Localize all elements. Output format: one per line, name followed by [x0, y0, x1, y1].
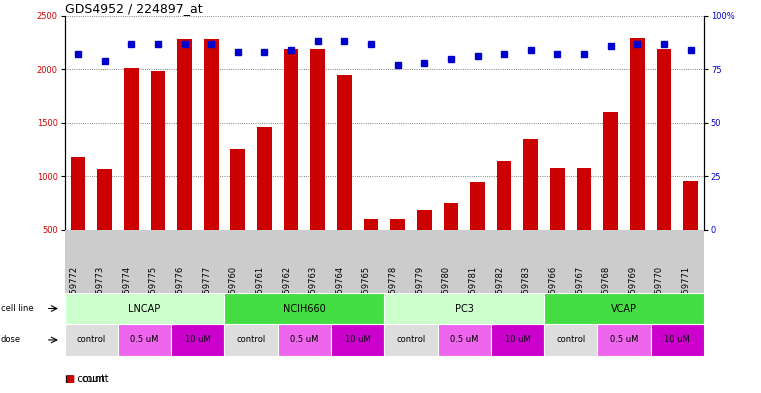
Text: cell line: cell line: [1, 304, 33, 313]
Bar: [278, 324, 331, 356]
Text: 10 uM: 10 uM: [345, 336, 371, 344]
Bar: [524, 139, 538, 230]
Bar: [284, 49, 298, 230]
Text: ■: ■: [65, 374, 74, 384]
Bar: [497, 162, 511, 230]
Bar: [444, 203, 458, 230]
Bar: [224, 293, 384, 324]
Bar: [597, 324, 651, 356]
Text: 10 uM: 10 uM: [664, 336, 690, 344]
Text: control: control: [556, 336, 585, 344]
Bar: [204, 39, 218, 230]
Bar: [470, 182, 485, 230]
Bar: [65, 293, 224, 324]
Bar: [657, 49, 671, 230]
Bar: [683, 181, 698, 230]
Bar: [65, 324, 118, 356]
Text: NCIH660: NCIH660: [283, 303, 326, 314]
Bar: [231, 149, 245, 230]
Bar: [151, 72, 165, 230]
Text: control: control: [396, 336, 425, 344]
Bar: [390, 219, 405, 230]
Text: LNCAP: LNCAP: [129, 303, 161, 314]
Text: GDS4952 / 224897_at: GDS4952 / 224897_at: [65, 2, 202, 15]
Bar: [171, 324, 224, 356]
Text: 0.5 uM: 0.5 uM: [290, 336, 319, 344]
Text: 0.5 uM: 0.5 uM: [610, 336, 638, 344]
Bar: [603, 112, 618, 230]
Text: dose: dose: [1, 336, 21, 344]
Text: count: count: [81, 374, 109, 384]
Bar: [544, 324, 597, 356]
Bar: [331, 324, 384, 356]
Bar: [438, 324, 491, 356]
Text: control: control: [77, 336, 106, 344]
Bar: [630, 38, 645, 230]
Bar: [384, 293, 544, 324]
Text: VCAP: VCAP: [611, 303, 637, 314]
Text: 0.5 uM: 0.5 uM: [450, 336, 479, 344]
Text: ■ count: ■ count: [65, 374, 105, 384]
Bar: [364, 219, 378, 230]
Bar: [118, 324, 171, 356]
Bar: [71, 157, 85, 230]
Text: 0.5 uM: 0.5 uM: [130, 336, 159, 344]
Bar: [417, 209, 431, 230]
Bar: [651, 324, 704, 356]
Text: PC3: PC3: [455, 303, 473, 314]
Bar: [257, 127, 272, 230]
Bar: [310, 49, 325, 230]
Text: 10 uM: 10 uM: [505, 336, 530, 344]
Bar: [491, 324, 544, 356]
Bar: [124, 68, 139, 230]
Bar: [224, 324, 278, 356]
Bar: [337, 75, 352, 230]
Text: 10 uM: 10 uM: [185, 336, 211, 344]
Bar: [97, 169, 112, 230]
Bar: [577, 168, 591, 230]
Bar: [550, 168, 565, 230]
Bar: [544, 293, 704, 324]
Bar: [177, 39, 192, 230]
Bar: [384, 324, 438, 356]
Text: control: control: [237, 336, 266, 344]
